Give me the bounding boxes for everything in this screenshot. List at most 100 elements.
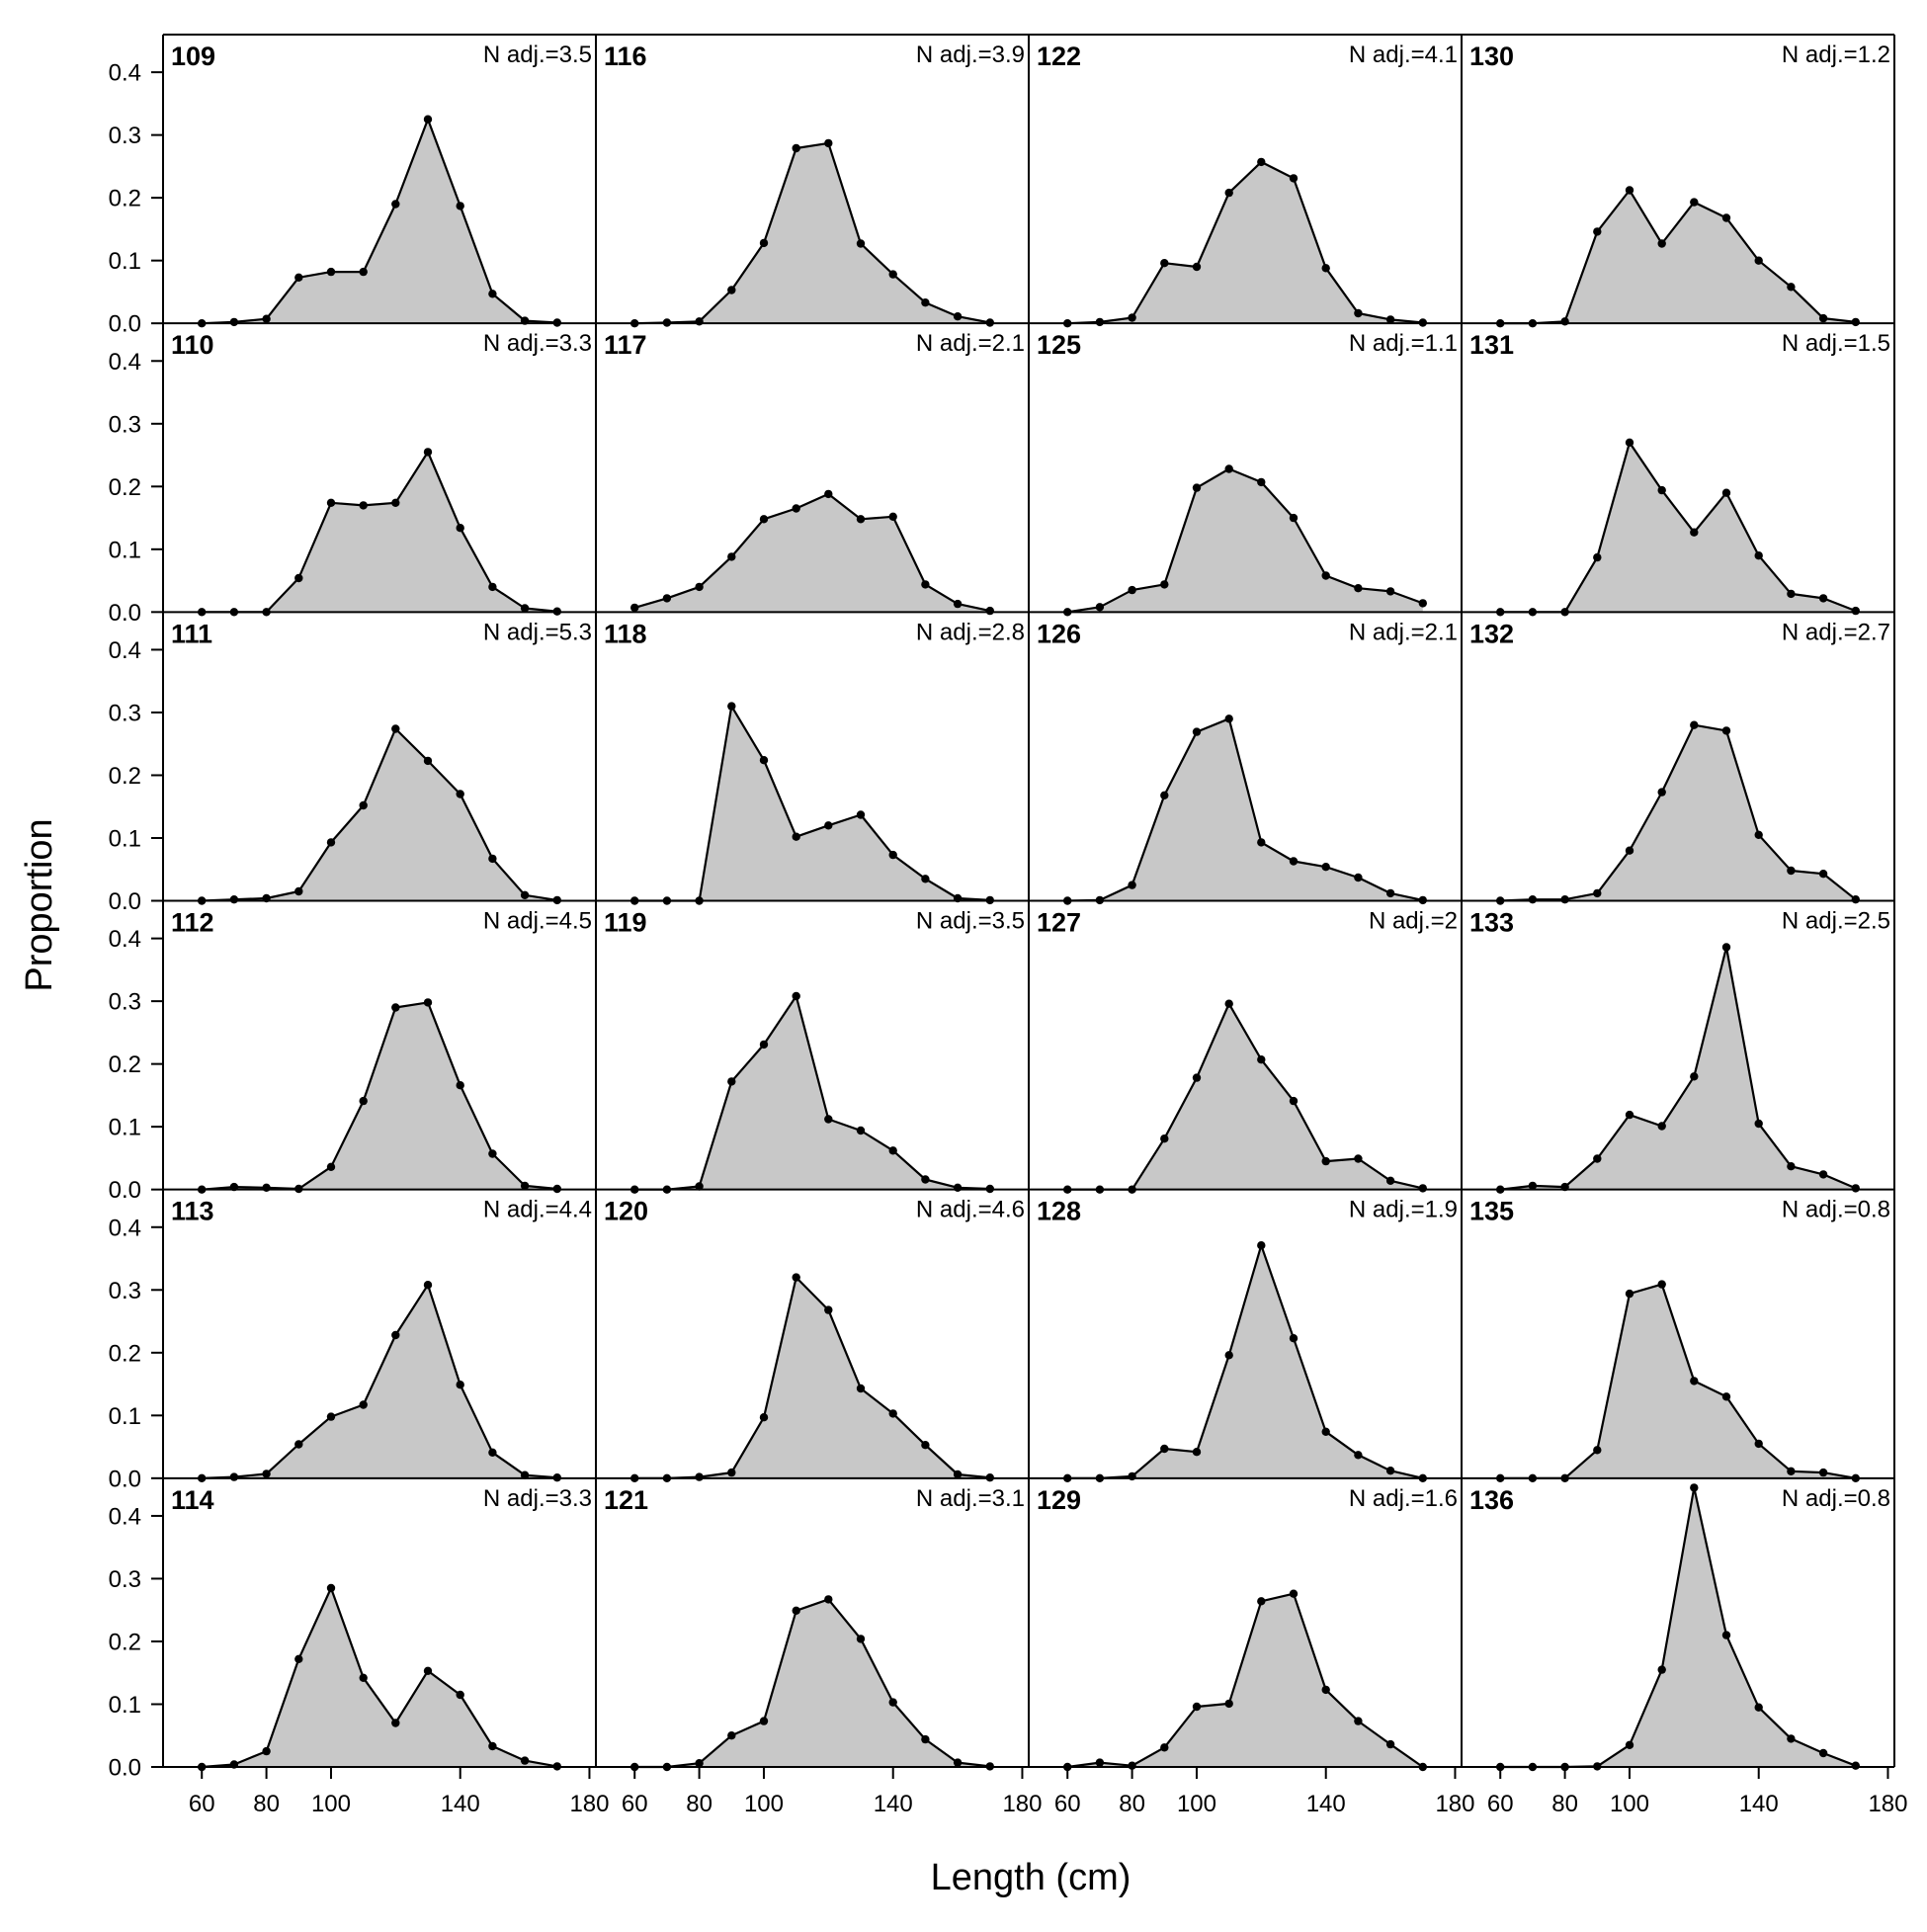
x-tick-label: 140	[441, 1791, 480, 1817]
x-tick-label: 60	[622, 1791, 648, 1817]
panel-114: 114 N adj.=3.3	[171, 1485, 592, 1772]
panel-132: 132 N adj.=2.7	[1469, 619, 1890, 905]
panel-annotation: N adj.=2.7	[1782, 619, 1890, 645]
panel-annotation: N adj.=3.1	[916, 1485, 1025, 1512]
data-point	[1289, 513, 1299, 523]
data-point	[1787, 1162, 1796, 1171]
y-tick-label: 0.1	[109, 1403, 141, 1430]
panel-111: 111 N adj.=5.3	[171, 619, 592, 905]
panel-122: 122 N adj.=4.1	[1037, 42, 1458, 328]
data-point	[1128, 313, 1136, 322]
y-tick-label: 0.0	[109, 1177, 141, 1204]
data-point	[695, 1182, 704, 1191]
data-point	[294, 1654, 303, 1664]
data-point	[1385, 1467, 1395, 1475]
data-point	[727, 1731, 736, 1740]
y-axis-label: Proportion	[19, 818, 60, 991]
y-tick-label: 0.3	[109, 1278, 141, 1304]
x-tick-label: 60	[1054, 1791, 1081, 1817]
data-point	[262, 1183, 271, 1193]
panel-label: 136	[1469, 1485, 1514, 1515]
data-point	[1289, 857, 1299, 866]
data-point	[1721, 943, 1731, 952]
data-point	[391, 498, 400, 507]
y-tick-label: 0.0	[109, 888, 141, 915]
panel-annotation: N adj.=0.8	[1782, 1197, 1890, 1223]
area-fill-125	[1067, 468, 1423, 613]
data-point	[1721, 1631, 1731, 1639]
y-tick-label: 0.3	[109, 989, 141, 1016]
data-point	[1851, 895, 1861, 904]
panel-annotation: N adj.=1.6	[1349, 1485, 1458, 1512]
y-tick-label: 0.3	[109, 123, 141, 149]
x-tick-label: 60	[189, 1791, 215, 1817]
panel-label: 118	[604, 619, 647, 648]
data-point	[1657, 1665, 1666, 1674]
data-point	[792, 143, 800, 153]
panel-130: 130 N adj.=1.2	[1469, 42, 1890, 328]
data-point	[695, 1472, 704, 1481]
panel-label: 116	[604, 42, 647, 71]
panel-annotation: N adj.=2.1	[1349, 619, 1458, 645]
data-point	[953, 1470, 963, 1479]
data-point	[1818, 1748, 1828, 1758]
data-point	[359, 501, 368, 510]
data-point	[1657, 1280, 1666, 1289]
data-point	[1625, 1289, 1634, 1299]
panel-annotation: N adj.=1.1	[1349, 330, 1458, 357]
data-point	[294, 1440, 303, 1449]
data-point	[1321, 1156, 1330, 1166]
panel-label: 120	[604, 1197, 648, 1226]
panel-118: 118 N adj.=2.8	[604, 619, 1025, 905]
data-point	[520, 604, 530, 613]
series-line-125	[1067, 467, 1424, 614]
data-point	[1528, 895, 1538, 904]
area-fill-121	[634, 1599, 990, 1767]
y-tick-label: 0.0	[109, 1466, 141, 1492]
x-axis-label: Length (cm)	[931, 1857, 1131, 1898]
data-point	[1224, 1699, 1233, 1709]
data-point	[488, 854, 497, 864]
data-point	[888, 1409, 897, 1418]
data-point	[1128, 881, 1136, 889]
y-tick-label: 0.3	[109, 700, 141, 726]
data-point	[792, 832, 800, 841]
data-point	[1224, 1351, 1233, 1360]
data-point	[326, 1412, 336, 1421]
series-line-109	[202, 118, 557, 325]
x-tick-label: 100	[744, 1791, 784, 1817]
data-point	[1690, 1377, 1699, 1386]
panel-label: 112	[171, 908, 214, 938]
series-line-117	[633, 492, 991, 613]
data-point	[1754, 1703, 1763, 1712]
series-line-130	[1500, 189, 1856, 325]
panel-label: 128	[1037, 1197, 1081, 1226]
data-point	[1160, 1743, 1169, 1752]
data-point	[1593, 1446, 1602, 1455]
panel-annotation: N adj.=0.8	[1782, 1485, 1890, 1512]
data-point	[792, 991, 800, 1001]
panel-annotation: N adj.=1.9	[1349, 1197, 1458, 1223]
data-point	[1818, 1468, 1828, 1477]
panel-113: 113 N adj.=4.4	[171, 1197, 592, 1483]
data-point	[1385, 315, 1395, 324]
panel-label: 110	[171, 330, 214, 360]
data-point	[262, 1470, 271, 1478]
data-point	[1851, 1184, 1861, 1193]
data-point	[391, 1003, 400, 1012]
panel-annotation: N adj.=1.2	[1782, 42, 1890, 68]
data-point	[727, 286, 736, 294]
y-tick-label: 0.2	[109, 186, 141, 212]
area-fill-110	[202, 452, 557, 613]
data-point	[423, 448, 433, 457]
data-point	[856, 810, 866, 819]
data-point	[759, 515, 769, 524]
data-point	[1818, 870, 1828, 879]
data-point	[1257, 477, 1266, 487]
data-point	[1224, 188, 1233, 198]
data-point	[759, 1040, 769, 1050]
data-point	[488, 1741, 497, 1751]
data-point	[888, 270, 897, 279]
y-tick-label: 0.4	[109, 1215, 141, 1241]
